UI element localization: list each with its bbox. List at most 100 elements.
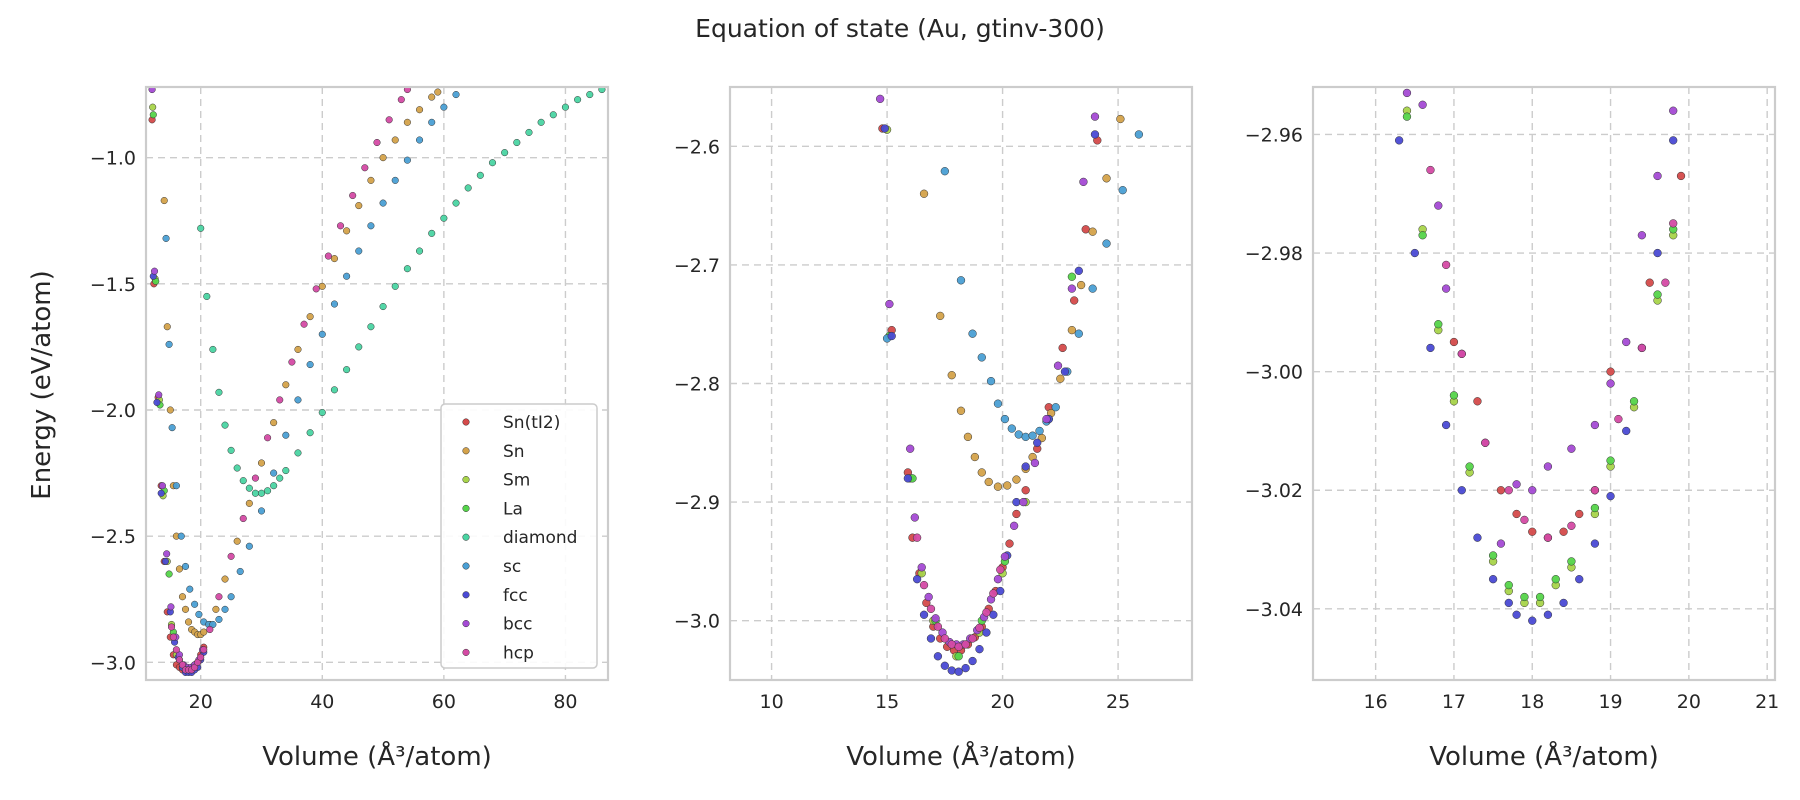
y-tick-label: −3.0 (674, 611, 720, 633)
data-point (1053, 361, 1063, 370)
legend-box (440, 403, 598, 669)
data-point (476, 171, 484, 179)
data-point (294, 449, 302, 457)
data-point (1590, 503, 1600, 513)
data-point (428, 229, 436, 237)
data-point (961, 663, 970, 673)
legend-marker (462, 476, 470, 484)
data-point (947, 666, 956, 675)
x-tick-label: 19 (1598, 691, 1622, 713)
data-point (1005, 539, 1014, 548)
data-point (1441, 284, 1451, 293)
points-group (1394, 88, 1686, 625)
data-point (956, 406, 966, 415)
data-point (1090, 112, 1100, 121)
data-point (1030, 458, 1040, 468)
data-point (1021, 486, 1030, 495)
data-point (501, 149, 509, 157)
data-point (936, 311, 945, 321)
data-point (330, 300, 338, 308)
data-point (880, 124, 889, 133)
data-point (1014, 430, 1023, 439)
legend-label: Sn (503, 442, 525, 462)
data-point (221, 421, 229, 429)
data-point (1033, 438, 1042, 447)
data-point (926, 634, 936, 643)
data-point (1669, 136, 1678, 145)
data-point (168, 424, 176, 432)
data-point (1402, 112, 1412, 121)
data-point (924, 592, 933, 602)
data-point (1512, 509, 1521, 519)
data-point (306, 361, 314, 369)
data-point (227, 446, 235, 454)
data-point (940, 167, 949, 176)
legend-label: bcc (503, 615, 532, 635)
data-point (318, 408, 326, 417)
y-tick-label: −2.6 (674, 136, 720, 158)
data-point (1606, 379, 1615, 388)
data-point (349, 191, 357, 200)
data-point (150, 267, 159, 275)
data-point (239, 477, 247, 485)
data-point (1441, 260, 1451, 270)
data-point (586, 91, 594, 99)
data-point (1637, 231, 1647, 240)
data-point (186, 585, 194, 593)
data-point (391, 136, 399, 144)
data-point (233, 464, 241, 472)
data-point (1067, 284, 1077, 293)
data-point (1102, 174, 1111, 183)
data-point (954, 642, 963, 651)
data-point (912, 533, 922, 542)
data-point (1076, 280, 1086, 290)
data-point (1661, 278, 1670, 287)
data-point (1000, 552, 1010, 561)
data-point (1070, 296, 1079, 305)
data-point (1543, 533, 1553, 542)
data-point (245, 542, 253, 550)
data-point (1058, 343, 1067, 353)
legend: Sn(tI2) Sn Sm La diamond sc fcc bcc hcp (440, 403, 598, 669)
data-point (903, 474, 913, 483)
data-point (1504, 486, 1513, 495)
data-point (1473, 533, 1482, 542)
legend-label: Sm (503, 471, 530, 491)
data-point (306, 429, 314, 437)
data-point (276, 396, 284, 404)
data-point (975, 623, 984, 632)
legend-marker (462, 533, 470, 541)
y-tick-label: −2.7 (674, 255, 720, 277)
data-point (1669, 106, 1678, 115)
data-point (931, 614, 940, 623)
data-point (385, 116, 393, 124)
data-point (294, 396, 302, 404)
data-point (1074, 329, 1083, 338)
data-point (954, 667, 963, 676)
data-point (1614, 414, 1623, 424)
data-point (403, 156, 411, 164)
data-point (167, 623, 176, 631)
data-point (428, 118, 436, 126)
data-point (1559, 527, 1568, 536)
data-point (1426, 343, 1435, 353)
data-point (209, 345, 217, 353)
data-point (982, 628, 991, 637)
data-point (561, 103, 569, 111)
data-point (166, 406, 174, 414)
data-point (251, 474, 259, 482)
legend-label: diamond (503, 528, 577, 548)
data-point (391, 176, 399, 184)
data-point (996, 565, 1005, 574)
y-tick-label: −3.02 (1245, 480, 1303, 502)
data-point (1079, 177, 1088, 187)
panel-3: 16 17 18 19 20 21 −3.04 −3.02 −3.00 −2.98 −2.96 Vol… (1245, 85, 1779, 772)
data-point (513, 138, 521, 147)
data-point (282, 381, 290, 389)
data-point (1021, 462, 1030, 471)
data-point (167, 603, 175, 611)
legend-marker (462, 418, 470, 426)
data-point (1676, 171, 1686, 181)
data-point (391, 282, 399, 290)
data-point (1012, 475, 1021, 484)
